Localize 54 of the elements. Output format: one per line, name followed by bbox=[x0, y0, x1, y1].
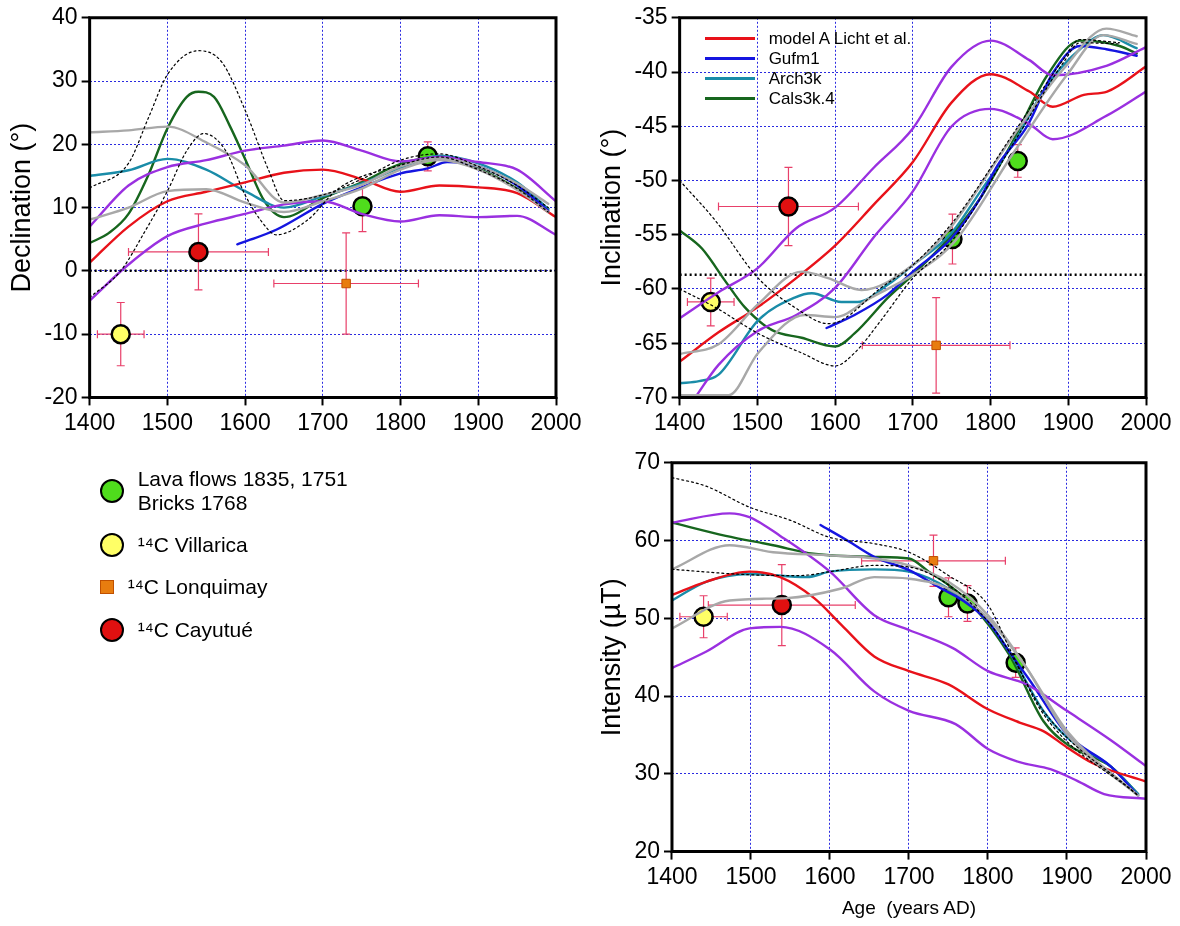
legend-label: Gufm1 bbox=[768, 48, 820, 68]
y-tick-label: -35 bbox=[634, 3, 668, 30]
x-tick-label: 1700 bbox=[883, 862, 935, 889]
x-tick-label: 1400 bbox=[654, 408, 706, 435]
y-tick-label: 70 bbox=[634, 448, 660, 475]
y-tick-label: -40 bbox=[634, 57, 668, 84]
y-tick-label: 60 bbox=[634, 525, 660, 552]
x-tick-label: 1800 bbox=[374, 408, 427, 435]
y-axis-title: Inclination (°) bbox=[595, 128, 626, 287]
y-axis-title: Declination (°) bbox=[5, 122, 36, 293]
y-tick-label: 50 bbox=[634, 603, 660, 630]
x-tick-label: 1800 bbox=[964, 408, 1017, 435]
x-tick-label: 1800 bbox=[962, 862, 1014, 889]
x-tick-label: 2000 bbox=[530, 408, 582, 435]
x-tick-label: 1900 bbox=[1041, 862, 1093, 889]
x-tick-label: 1600 bbox=[809, 408, 861, 435]
legend-label: Lava flows 1835, 1751 Bricks 1768 bbox=[137, 467, 348, 516]
x-tick-label: 1400 bbox=[64, 408, 116, 435]
x-tick-label: 1900 bbox=[1042, 408, 1094, 435]
legend-label: ¹⁴C Cayutué bbox=[137, 617, 253, 642]
y-tick-label: 10 bbox=[52, 192, 78, 219]
y-tick-label: -55 bbox=[634, 220, 668, 247]
y-tick-label: -10 bbox=[44, 319, 78, 346]
y-axis-title: Intensity (µT) bbox=[595, 578, 626, 737]
x-tick-label: 1900 bbox=[452, 408, 504, 435]
x-tick-label: 1700 bbox=[887, 408, 939, 435]
x-tick-label: 2000 bbox=[1120, 408, 1172, 435]
legend-label: ¹⁴C Lonquimay bbox=[127, 575, 268, 600]
y-tick-label: 40 bbox=[52, 3, 78, 30]
x-tick-label: 1400 bbox=[646, 862, 698, 889]
y-tick-label: 40 bbox=[634, 681, 660, 708]
x-tick-label: 2000 bbox=[1120, 862, 1172, 889]
y-tick-label: -20 bbox=[44, 382, 78, 409]
x-tick-label: 1500 bbox=[141, 408, 193, 435]
y-tick-label: 20 bbox=[52, 129, 78, 156]
y-tick-label: -50 bbox=[634, 165, 668, 192]
legend-label: ¹⁴C Villarica bbox=[137, 533, 248, 558]
x-tick-label: 1700 bbox=[297, 408, 349, 435]
legend-label: model A Licht et al. bbox=[768, 28, 912, 48]
legend-label: Arch3k bbox=[768, 68, 822, 88]
y-tick-label: 30 bbox=[52, 66, 78, 93]
x-tick-label: 1600 bbox=[804, 862, 856, 889]
y-tick-label: 30 bbox=[634, 759, 660, 786]
y-tick-label: -45 bbox=[634, 111, 668, 138]
y-tick-label: -65 bbox=[634, 328, 668, 355]
y-tick-label: -70 bbox=[634, 382, 668, 409]
x-axis-title: Age (years AD) bbox=[841, 896, 977, 918]
y-tick-label: -60 bbox=[634, 274, 668, 301]
legend-label: Cals3k.4 bbox=[768, 88, 835, 108]
x-tick-label: 1500 bbox=[731, 408, 783, 435]
y-tick-label: 0 bbox=[64, 256, 78, 283]
x-tick-label: 1500 bbox=[725, 862, 777, 889]
x-tick-label: 1600 bbox=[219, 408, 271, 435]
y-tick-label: 20 bbox=[634, 836, 660, 863]
